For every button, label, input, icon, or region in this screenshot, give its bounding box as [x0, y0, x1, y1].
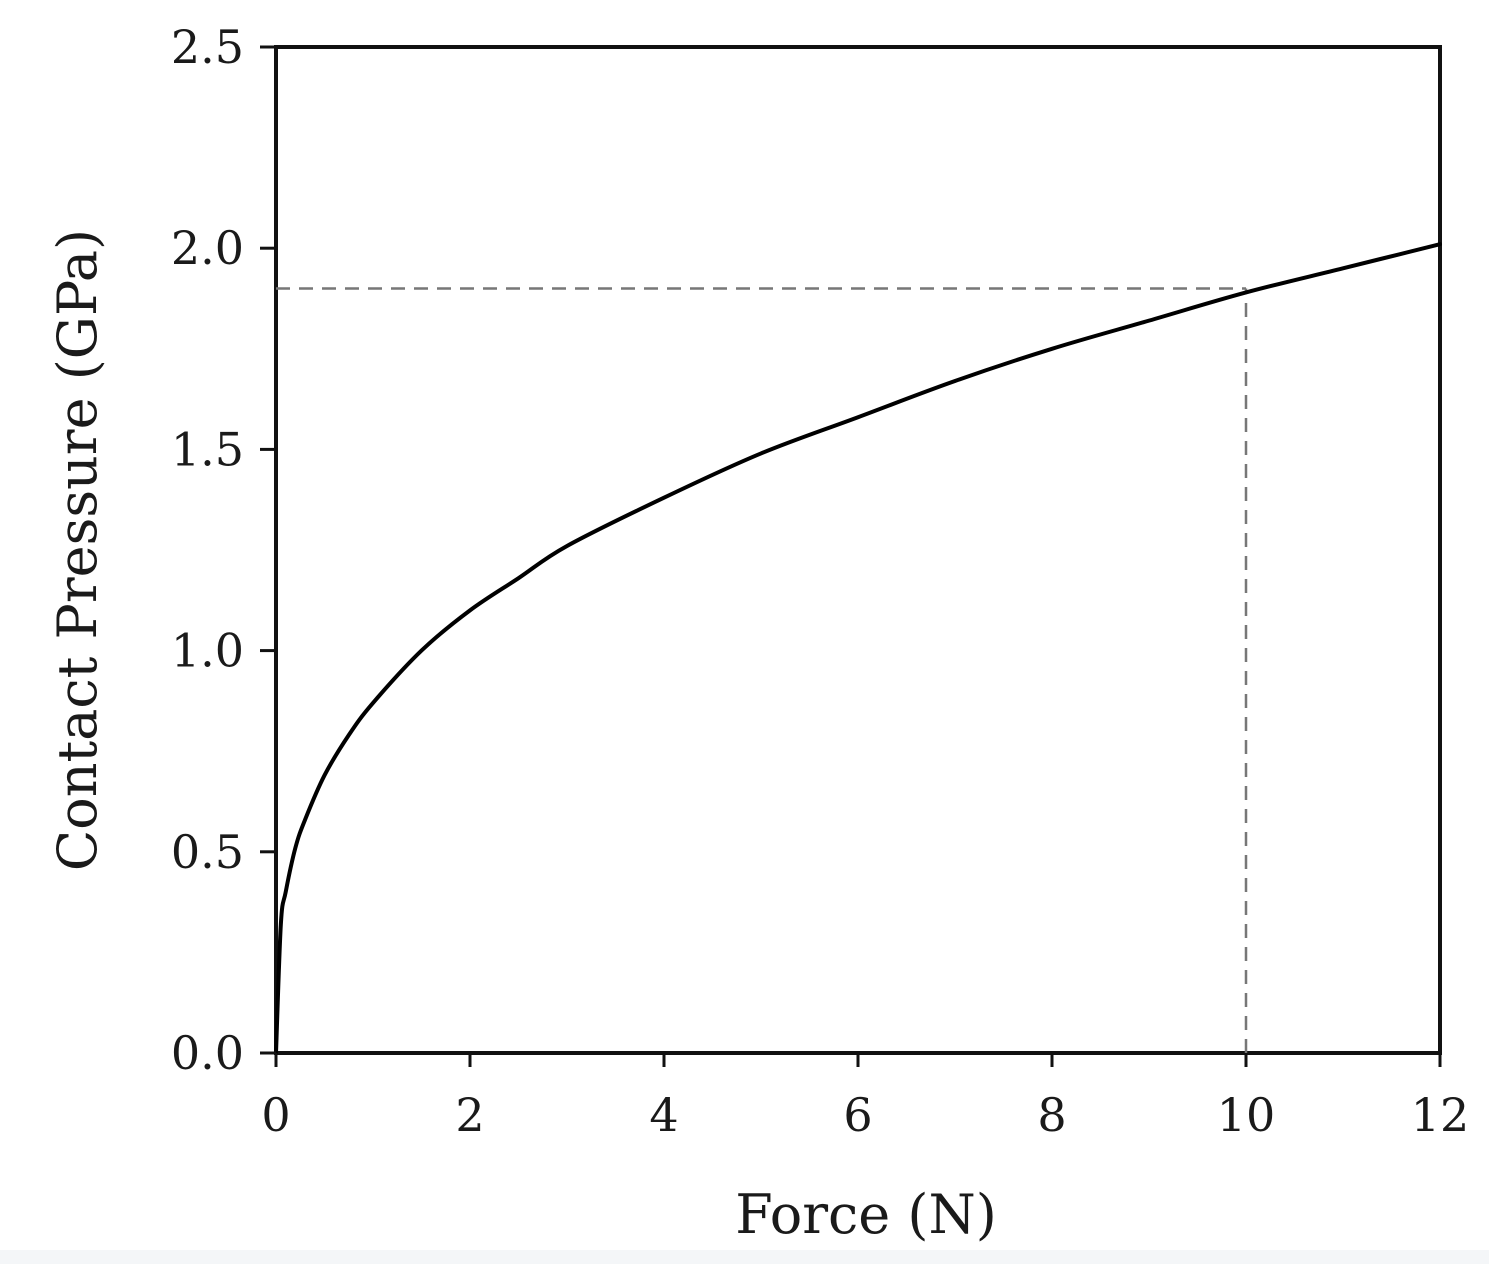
x-axis-title: Force (N) [735, 1183, 997, 1246]
x-tick-label: 0 [261, 1088, 290, 1142]
y-axis-ticks: 0.0 0.5 1.0 1.5 2.0 2.5 [171, 20, 276, 1080]
bottom-strip [0, 1250, 1489, 1264]
y-tick-label: 0.0 [171, 1026, 244, 1080]
x-axis-ticks: 0 2 4 6 8 10 12 [261, 1053, 1469, 1142]
y-tick-label: 1.0 [171, 624, 244, 678]
x-tick-label: 10 [1217, 1088, 1276, 1142]
y-tick-label: 2.0 [171, 221, 244, 275]
series-line-0 [274, 242, 1442, 1055]
x-tick-label: 2 [455, 1088, 484, 1142]
y-tick-label: 0.5 [171, 825, 244, 879]
x-tick-label: 4 [649, 1088, 678, 1142]
y-tick-label: 1.5 [171, 422, 244, 476]
x-tick-label: 6 [843, 1088, 872, 1142]
reference-lines [276, 287, 1248, 1053]
y-axis-title: Contact Pressure (GPa) [46, 229, 109, 871]
plot-frame [274, 45, 1442, 1055]
x-tick-label: 12 [1411, 1088, 1470, 1142]
series-group [274, 242, 1442, 1055]
y-tick-label: 2.5 [171, 20, 244, 74]
x-tick-label: 8 [1037, 1088, 1066, 1142]
